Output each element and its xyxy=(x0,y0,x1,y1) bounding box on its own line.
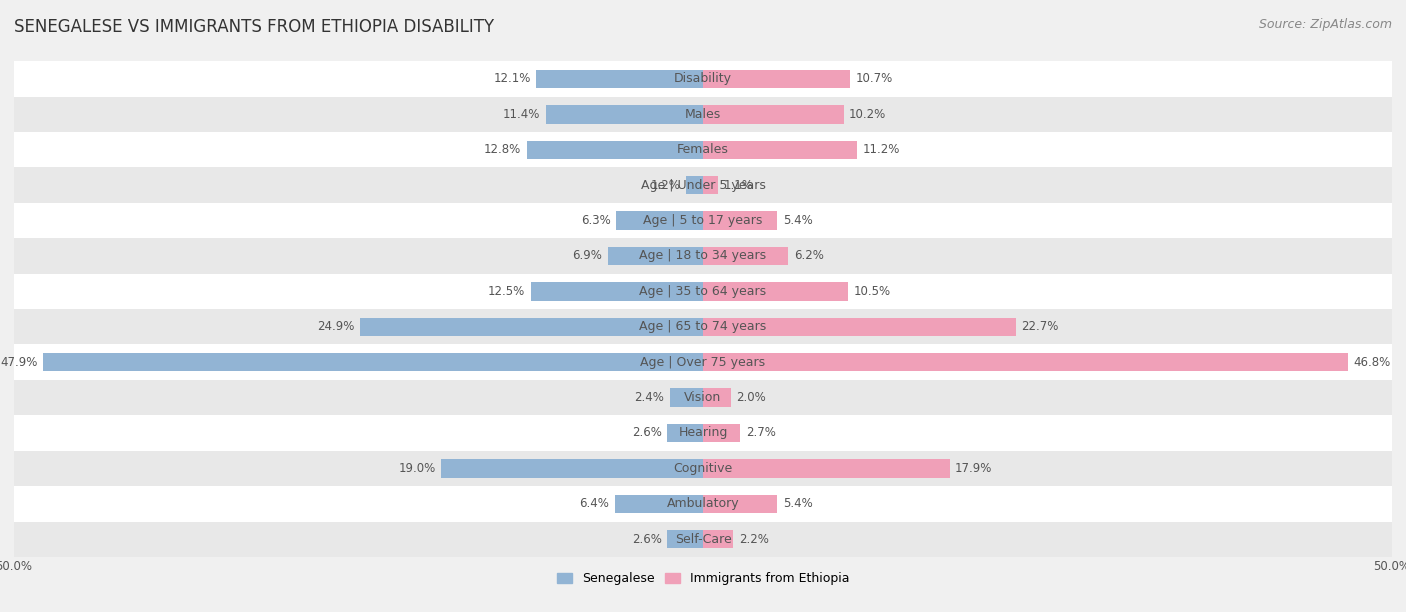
Bar xyxy=(703,318,1015,336)
Bar xyxy=(607,247,703,265)
Bar xyxy=(441,459,703,477)
Text: 2.0%: 2.0% xyxy=(737,391,766,404)
Text: Age | 35 to 64 years: Age | 35 to 64 years xyxy=(640,285,766,298)
Bar xyxy=(703,459,949,477)
Text: Source: ZipAtlas.com: Source: ZipAtlas.com xyxy=(1258,18,1392,31)
Text: Age | 65 to 74 years: Age | 65 to 74 years xyxy=(640,320,766,334)
Text: 10.7%: 10.7% xyxy=(856,72,893,86)
Bar xyxy=(44,353,703,371)
Bar xyxy=(614,494,703,513)
Text: 24.9%: 24.9% xyxy=(316,320,354,334)
Text: 5.4%: 5.4% xyxy=(783,498,813,510)
Text: SENEGALESE VS IMMIGRANTS FROM ETHIOPIA DISABILITY: SENEGALESE VS IMMIGRANTS FROM ETHIOPIA D… xyxy=(14,18,494,36)
Text: 1.2%: 1.2% xyxy=(651,179,681,192)
Text: 12.5%: 12.5% xyxy=(488,285,526,298)
Bar xyxy=(703,494,778,513)
Bar xyxy=(703,353,1348,371)
Text: 10.2%: 10.2% xyxy=(849,108,886,121)
Text: Females: Females xyxy=(678,143,728,156)
Text: 6.9%: 6.9% xyxy=(572,250,602,263)
Bar xyxy=(668,530,703,548)
Bar xyxy=(14,203,1392,238)
Bar xyxy=(703,282,848,300)
Text: 6.4%: 6.4% xyxy=(579,498,609,510)
Bar xyxy=(703,530,734,548)
Text: 19.0%: 19.0% xyxy=(398,462,436,475)
Text: 6.2%: 6.2% xyxy=(794,250,824,263)
Bar xyxy=(703,105,844,124)
Text: 17.9%: 17.9% xyxy=(955,462,993,475)
Bar xyxy=(14,450,1392,486)
Bar xyxy=(14,416,1392,450)
Legend: Senegalese, Immigrants from Ethiopia: Senegalese, Immigrants from Ethiopia xyxy=(557,572,849,585)
Bar xyxy=(703,70,851,88)
Text: Age | Under 5 years: Age | Under 5 years xyxy=(641,179,765,192)
Text: Vision: Vision xyxy=(685,391,721,404)
Text: Males: Males xyxy=(685,108,721,121)
Bar xyxy=(14,345,1392,380)
Bar xyxy=(703,176,718,195)
Bar xyxy=(14,132,1392,168)
Bar xyxy=(14,521,1392,557)
Text: Disability: Disability xyxy=(673,72,733,86)
Text: Age | 5 to 17 years: Age | 5 to 17 years xyxy=(644,214,762,227)
Bar xyxy=(531,282,703,300)
Bar xyxy=(14,486,1392,521)
Text: 6.3%: 6.3% xyxy=(581,214,610,227)
Bar xyxy=(703,389,731,407)
Text: Hearing: Hearing xyxy=(678,427,728,439)
Bar xyxy=(703,141,858,159)
Bar xyxy=(14,309,1392,345)
Text: 1.1%: 1.1% xyxy=(724,179,754,192)
Text: 12.8%: 12.8% xyxy=(484,143,522,156)
Text: Age | Over 75 years: Age | Over 75 years xyxy=(641,356,765,368)
Bar xyxy=(536,70,703,88)
Text: 2.6%: 2.6% xyxy=(631,532,662,546)
Bar xyxy=(527,141,703,159)
Text: 22.7%: 22.7% xyxy=(1021,320,1059,334)
Bar xyxy=(360,318,703,336)
Bar xyxy=(686,176,703,195)
Text: 5.4%: 5.4% xyxy=(783,214,813,227)
Bar xyxy=(703,424,740,442)
Text: Self-Care: Self-Care xyxy=(675,532,731,546)
Text: Ambulatory: Ambulatory xyxy=(666,498,740,510)
Text: 2.6%: 2.6% xyxy=(631,427,662,439)
Bar xyxy=(14,97,1392,132)
Bar xyxy=(14,168,1392,203)
Text: 2.7%: 2.7% xyxy=(745,427,776,439)
Bar xyxy=(669,389,703,407)
Text: 11.2%: 11.2% xyxy=(863,143,900,156)
Bar xyxy=(14,238,1392,274)
Text: 2.4%: 2.4% xyxy=(634,391,665,404)
Bar xyxy=(703,247,789,265)
Text: 12.1%: 12.1% xyxy=(494,72,531,86)
Text: 47.9%: 47.9% xyxy=(0,356,38,368)
Bar xyxy=(14,61,1392,97)
Text: 10.5%: 10.5% xyxy=(853,285,890,298)
Text: 2.2%: 2.2% xyxy=(738,532,769,546)
Text: 46.8%: 46.8% xyxy=(1354,356,1391,368)
Bar xyxy=(668,424,703,442)
Bar xyxy=(14,274,1392,309)
Bar xyxy=(616,211,703,230)
Text: Age | 18 to 34 years: Age | 18 to 34 years xyxy=(640,250,766,263)
Bar xyxy=(14,380,1392,416)
Text: Cognitive: Cognitive xyxy=(673,462,733,475)
Bar xyxy=(703,211,778,230)
Bar xyxy=(546,105,703,124)
Text: 11.4%: 11.4% xyxy=(503,108,540,121)
